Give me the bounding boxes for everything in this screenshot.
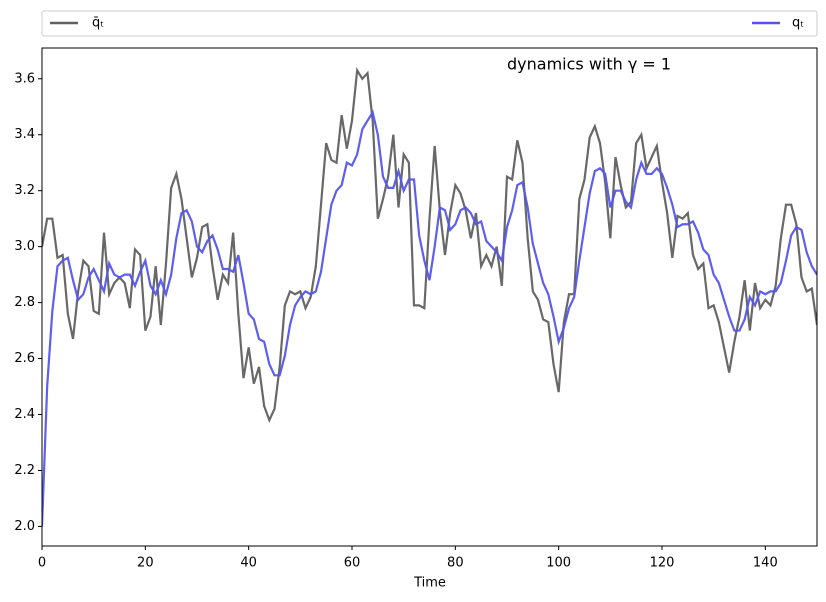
series-line [42, 67, 817, 423]
x-tick-label: 40 [240, 556, 257, 571]
x-tick-label: 140 [753, 556, 778, 571]
x-tick-label: 120 [650, 556, 675, 571]
y-tick-label: 2.6 [14, 351, 35, 366]
y-tick-label: 3.0 [14, 239, 35, 254]
x-tick-label: 20 [137, 556, 154, 571]
y-tick-label: 3.6 [14, 71, 35, 86]
y-tick-label: 2.4 [14, 407, 35, 422]
plot-frame [41, 47, 818, 547]
legend-label: qₜ [792, 16, 804, 31]
y-tick-label: 2.8 [14, 295, 35, 310]
y-tick-label: 3.2 [14, 183, 35, 198]
x-axis-label: Time [413, 576, 446, 591]
annotation: dynamics with γ = 1 [507, 55, 671, 74]
series-line [42, 109, 817, 527]
x-tick-label: 60 [344, 556, 361, 571]
x-tick-label: 100 [546, 556, 571, 571]
y-tick-label: 2.0 [14, 519, 35, 534]
legend-box [41, 10, 818, 37]
x-tick-label: 80 [447, 556, 464, 571]
y-tick-label: 3.4 [14, 127, 35, 142]
y-tick-label: 2.2 [14, 463, 35, 478]
x-tick-label: 0 [38, 556, 46, 571]
legend-label: q̄ₜ [92, 16, 104, 31]
